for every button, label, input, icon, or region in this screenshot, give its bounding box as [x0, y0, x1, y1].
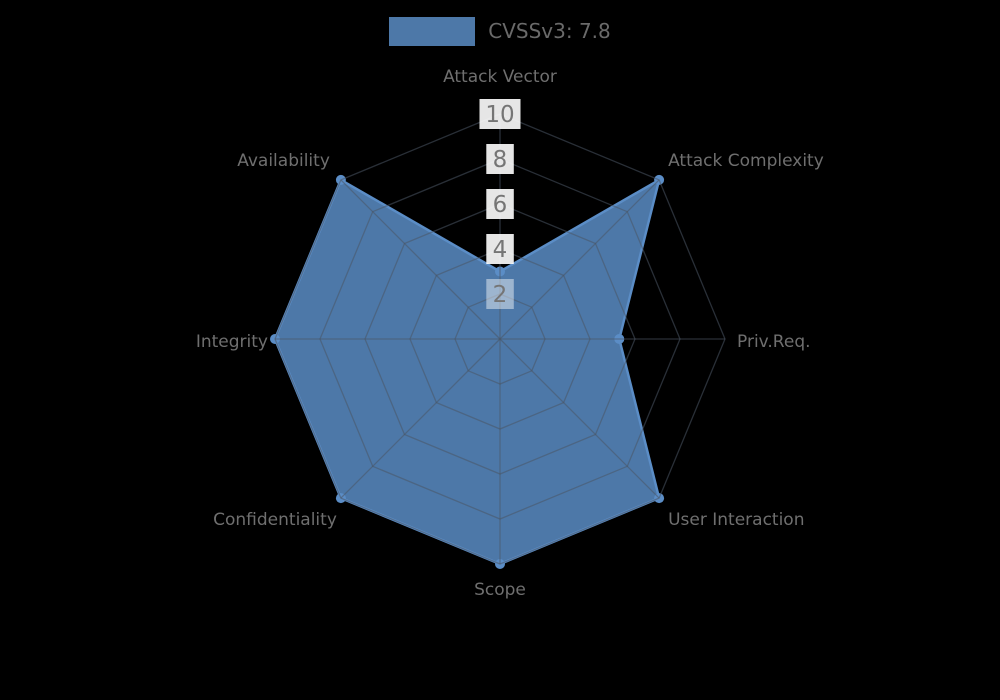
tick-box	[486, 144, 514, 174]
tick-box	[479, 99, 521, 129]
tick-box	[486, 189, 514, 219]
axis-spoke	[340, 179, 501, 340]
axis-label-attack-vector: Attack Vector	[443, 67, 557, 87]
tick-label: 6	[493, 192, 508, 218]
tick-label: 4	[493, 237, 508, 263]
axis-label-scope: Scope	[474, 580, 526, 600]
tick-label: 10	[485, 102, 514, 128]
axis-label-integrity: Integrity	[196, 332, 268, 352]
axis-label-confidentiality: Confidentiality	[213, 510, 337, 530]
axis-spoke	[340, 338, 501, 499]
tick-label: 8	[493, 147, 508, 173]
tick-label: 2	[493, 282, 508, 308]
axis-spoke	[499, 338, 660, 499]
axis-label-priv-req: Priv.Req.	[737, 332, 811, 352]
axis-label-attack-complexity: Attack Complexity	[668, 151, 824, 171]
axis-spoke	[499, 179, 660, 340]
axis-label-user-interaction: User Interaction	[668, 510, 804, 530]
tick-box	[486, 279, 514, 309]
axis-label-availability: Availability	[237, 151, 330, 171]
tick-box	[486, 234, 514, 264]
